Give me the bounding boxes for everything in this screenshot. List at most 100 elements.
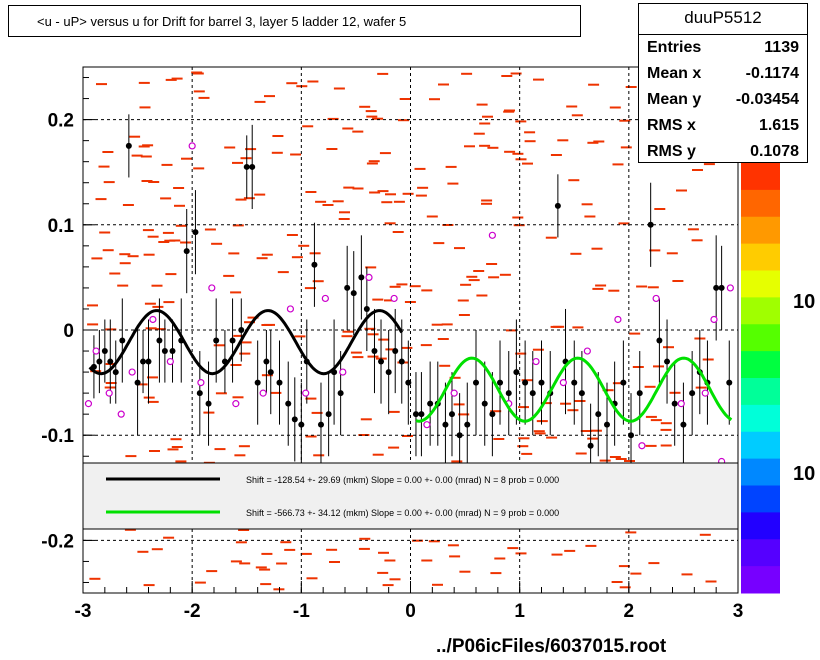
data-point-open	[339, 368, 347, 376]
histogram-cell	[676, 189, 687, 192]
histogram-cell	[109, 272, 121, 275]
stats-label: Mean x	[647, 65, 702, 82]
histogram-cell	[312, 280, 324, 283]
histogram-cell	[602, 389, 614, 392]
histogram-cell	[494, 557, 506, 560]
histogram-cell	[102, 249, 114, 252]
histogram-cell	[286, 82, 298, 85]
histogram-cell	[481, 202, 492, 205]
histogram-cell	[365, 266, 377, 269]
data-point	[276, 379, 283, 386]
color-scale-step	[741, 324, 780, 352]
data-point	[238, 327, 245, 333]
stats-value: 1139	[764, 39, 799, 56]
fit-curve	[415, 356, 733, 423]
histogram-cell	[211, 242, 223, 245]
histogram-cell	[158, 241, 170, 243]
histogram-cell	[180, 241, 192, 244]
histogram-cell	[421, 289, 433, 292]
stats-label: Mean y	[647, 91, 702, 108]
histogram-cell	[482, 115, 493, 118]
data-point	[161, 348, 168, 355]
histogram-cell	[305, 435, 317, 438]
histogram-cell	[233, 334, 245, 337]
histogram-cell	[615, 458, 627, 460]
data-point-open	[128, 368, 136, 376]
histogram-cell	[533, 430, 545, 433]
histogram-cell	[105, 328, 117, 331]
histogram-cell	[162, 231, 174, 234]
histogram-cell	[307, 80, 319, 83]
histogram-cell	[551, 553, 563, 556]
histogram-cell	[102, 151, 114, 153]
y-tick-label: 0	[63, 321, 74, 342]
histogram-cell	[139, 106, 151, 109]
histogram-cell	[599, 459, 611, 462]
histogram-cell	[244, 321, 255, 324]
histogram-cell	[384, 222, 396, 225]
histogram-cell	[695, 386, 707, 389]
data-point	[298, 421, 305, 428]
histogram-cell	[442, 224, 454, 226]
data-point	[554, 202, 561, 209]
histogram-cell	[524, 131, 536, 134]
histogram-cell	[618, 222, 630, 225]
histogram-cell	[271, 151, 283, 154]
data-point	[689, 390, 696, 397]
histogram-cell	[96, 83, 107, 86]
histogram-cell	[417, 186, 429, 189]
histogram-cell	[343, 186, 355, 189]
stats-row-rms-x: RMS x 1.615	[639, 113, 807, 139]
histogram-cell	[476, 294, 488, 297]
histogram-cell	[261, 374, 273, 377]
histogram-cell	[550, 154, 562, 156]
x-tick-label: 2	[624, 601, 635, 622]
histogram-cell	[372, 117, 384, 120]
histogram-cell	[567, 409, 579, 412]
data-point-open	[701, 389, 709, 397]
histogram-cell	[458, 413, 470, 416]
histogram-cell	[173, 187, 185, 189]
histogram-cell	[119, 262, 131, 265]
histogram-cell	[378, 338, 390, 341]
histogram-cell	[447, 544, 459, 547]
histogram-cell	[144, 302, 156, 305]
histogram-cell	[338, 218, 350, 220]
histogram-cell	[687, 228, 699, 231]
histogram-cell	[625, 531, 637, 534]
histogram-cell	[366, 115, 378, 118]
histogram-cell	[479, 122, 491, 125]
histogram-cell	[140, 155, 152, 158]
data-point-open	[652, 294, 660, 303]
histogram-cell	[612, 163, 624, 166]
histogram-cell	[352, 187, 364, 190]
data-point	[285, 400, 292, 407]
histogram-cell	[272, 135, 284, 137]
data-point-open	[532, 357, 540, 366]
data-point	[119, 337, 126, 344]
histogram-cell	[103, 181, 115, 184]
stats-row-rms-y: RMS y 0.1078	[639, 139, 807, 165]
stats-row-entries: Entries 1139	[639, 35, 807, 61]
histogram-cell	[611, 581, 623, 583]
data-point	[337, 390, 344, 397]
histogram-cell	[261, 552, 273, 555]
data-point	[392, 348, 399, 355]
histogram-cell	[315, 200, 327, 203]
data-point	[571, 379, 578, 386]
histogram-cell	[142, 144, 154, 147]
data-point	[464, 421, 471, 428]
histogram-cell	[137, 550, 149, 553]
histogram-cell	[298, 244, 310, 247]
histogram-cell	[372, 453, 384, 456]
color-scale-step	[741, 431, 780, 460]
histogram-cell	[584, 215, 596, 218]
histogram-cell	[181, 157, 192, 160]
histogram-cell	[379, 152, 391, 155]
histogram-cell	[389, 285, 401, 288]
histogram-cell	[575, 452, 587, 455]
histogram-cell	[521, 452, 533, 455]
histogram-cell	[124, 528, 136, 531]
data-point	[317, 421, 324, 428]
histogram-cell	[171, 446, 183, 448]
